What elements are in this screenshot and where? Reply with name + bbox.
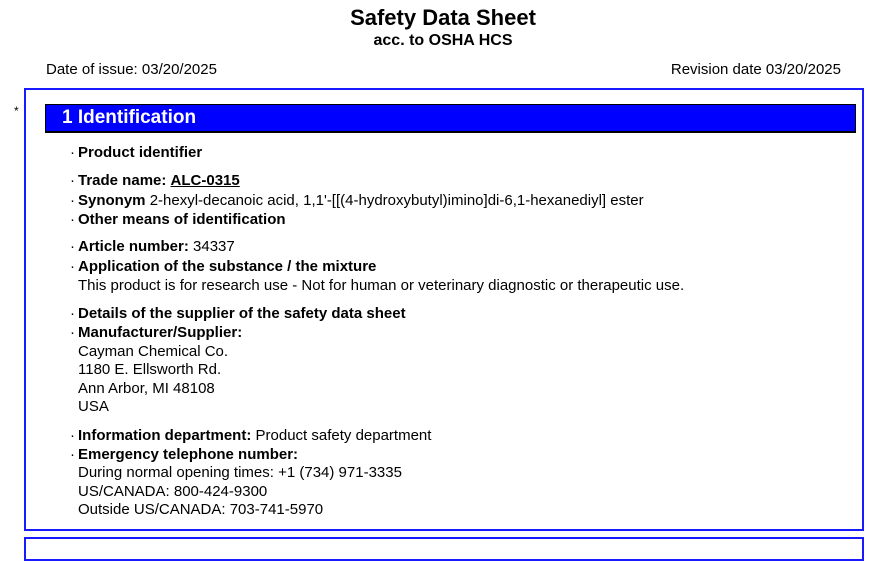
application-text: This product is for research use - Not f… bbox=[78, 277, 685, 294]
trade-name: · Trade name: ALC-0315 bbox=[70, 172, 240, 189]
address-line: 1180 E. Ellsworth Rd. bbox=[78, 361, 222, 378]
label: Article number: bbox=[78, 238, 189, 255]
trade-name-value: ALC-0315 bbox=[170, 172, 240, 189]
phone-line: Outside US/CANADA: 703-741-5970 bbox=[78, 501, 324, 518]
date-of-issue: Date of issue: 03/20/2025 bbox=[46, 61, 217, 78]
document-subtitle: acc. to OSHA HCS bbox=[373, 32, 513, 49]
address-line: Ann Arbor, MI 48108 bbox=[78, 380, 215, 397]
label: Other means of identification bbox=[78, 211, 286, 228]
other-means: · Other means of identification bbox=[70, 211, 286, 228]
section-1-box bbox=[24, 88, 864, 531]
change-marker: * bbox=[14, 104, 19, 118]
application: · Application of the substance / the mixt… bbox=[70, 258, 377, 275]
synonym: · Synonym 2-hexyl-decanoic acid, 1,1'-[[(… bbox=[70, 192, 644, 209]
section-heading: 1 Identification bbox=[45, 104, 856, 133]
label: Application of the substance / the mixtu… bbox=[78, 258, 377, 275]
emergency-telephone: · Emergency telephone number: bbox=[70, 446, 299, 463]
document-title: Safety Data Sheet bbox=[350, 5, 536, 30]
manufacturer: · Manufacturer/Supplier: bbox=[70, 324, 243, 341]
phone-line: During normal opening times: +1 (734) 97… bbox=[78, 464, 402, 481]
label: Information department: bbox=[78, 427, 252, 444]
label: Details of the supplier of the safety da… bbox=[78, 305, 406, 322]
synonym-value: 2-hexyl-decanoic acid, 1,1'-[[(4-hydroxy… bbox=[149, 192, 644, 209]
label: Synonym bbox=[78, 192, 146, 209]
address-line: USA bbox=[78, 398, 109, 415]
information-department: · Information department: Product safety … bbox=[70, 427, 432, 444]
revision-date: Revision date 03/20/2025 bbox=[670, 61, 841, 78]
label: Manufacturer/Supplier: bbox=[78, 324, 243, 341]
article-number-value: 34337 bbox=[193, 238, 235, 255]
phone-line: US/CANADA: 800-424-9300 bbox=[78, 483, 268, 500]
article-number: · Article number: 34337 bbox=[70, 238, 235, 255]
section-2-box bbox=[24, 537, 864, 561]
product-identifier: · Product identifier bbox=[70, 144, 203, 161]
label: Product identifier bbox=[78, 144, 203, 161]
address-line: Cayman Chemical Co. bbox=[78, 343, 229, 360]
info-value: Product safety department bbox=[255, 427, 432, 444]
label: Emergency telephone number: bbox=[78, 446, 299, 463]
supplier-details: · Details of the supplier of the safety d… bbox=[70, 305, 406, 322]
label: Trade name: bbox=[78, 172, 167, 189]
